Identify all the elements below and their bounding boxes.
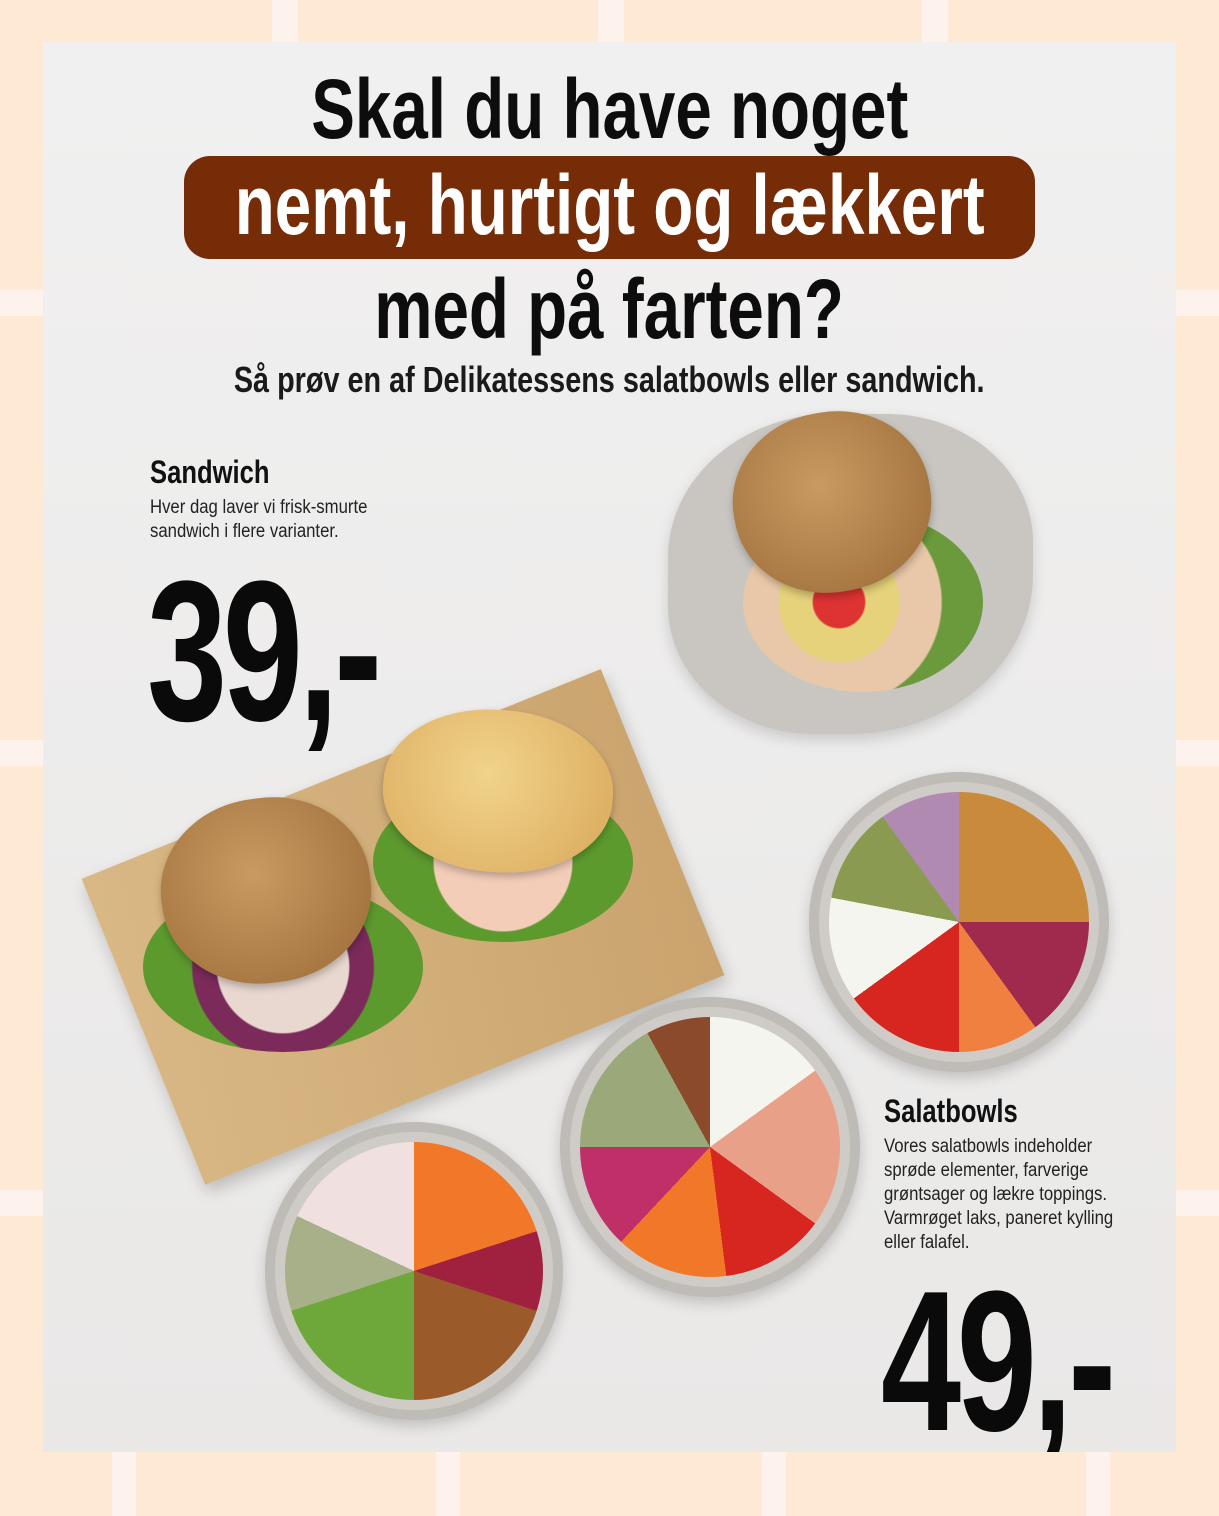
sandwich-description: Hver dag laver vi frisk-smurte sandwich … — [150, 497, 368, 542]
background-pattern — [1176, 1190, 1219, 1216]
headline-text: nemt, hurtigt og lækkert — [234, 158, 985, 252]
background-pattern — [1176, 290, 1219, 316]
background-pattern — [112, 1452, 136, 1516]
salatbowls-price: 49,- — [881, 1250, 1116, 1453]
flyer-page: Skal du have noget nemt, hurtigt og lækk… — [43, 42, 1176, 1452]
subheadline-text: Så prøv en af Delikatessens salatbowls e… — [234, 359, 985, 400]
salatbowls-description: Vores salatbowls indeholder sprøde eleme… — [884, 1136, 1114, 1253]
background-pattern — [1086, 1452, 1110, 1516]
headline-text: Skal du have noget — [310, 62, 909, 156]
background-pattern — [598, 0, 624, 42]
salad-contents-photo — [580, 1017, 840, 1277]
headline-highlight-pill — [184, 156, 1035, 259]
sandwich-price: 39,- — [147, 540, 382, 763]
headline-line-2: nemt, hurtigt og lækkert — [43, 160, 1176, 250]
background-pattern — [0, 1190, 43, 1216]
background-pattern — [762, 1452, 786, 1516]
background-pattern — [272, 0, 298, 42]
headline-line-1: Skal du have noget — [43, 64, 1176, 154]
salatbowls-title: Salatbowls — [884, 1093, 1018, 1129]
background-pattern — [436, 1452, 460, 1516]
background-pattern — [922, 0, 948, 42]
background-pattern — [0, 740, 43, 766]
background-pattern — [1176, 740, 1219, 766]
headline-line-3: med på farten? — [43, 264, 1176, 354]
salad-contents-photo — [285, 1142, 543, 1400]
sandwich-title: Sandwich — [150, 454, 270, 490]
background-pattern — [0, 290, 43, 316]
subheadline: Så prøv en af Delikatessens salatbowls e… — [43, 358, 1176, 402]
headline-text: med på farten? — [374, 262, 845, 356]
salad-contents-photo — [829, 792, 1089, 1052]
